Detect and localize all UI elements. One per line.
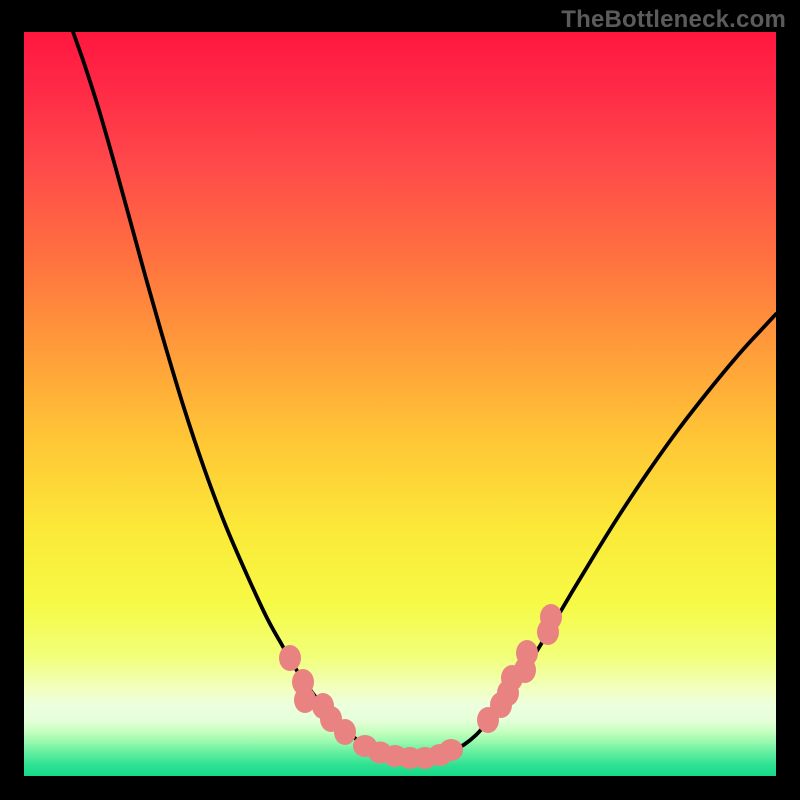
marker-right — [540, 604, 562, 630]
marker-right — [516, 640, 538, 666]
bottleneck-chart: TheBottleneck.com — [0, 0, 800, 800]
marker-left — [279, 645, 301, 671]
marker-bottom — [439, 739, 463, 761]
chart-background — [24, 32, 776, 776]
watermark-label: TheBottleneck.com — [561, 6, 786, 34]
chart-svg — [0, 0, 800, 800]
marker-left — [334, 719, 356, 745]
